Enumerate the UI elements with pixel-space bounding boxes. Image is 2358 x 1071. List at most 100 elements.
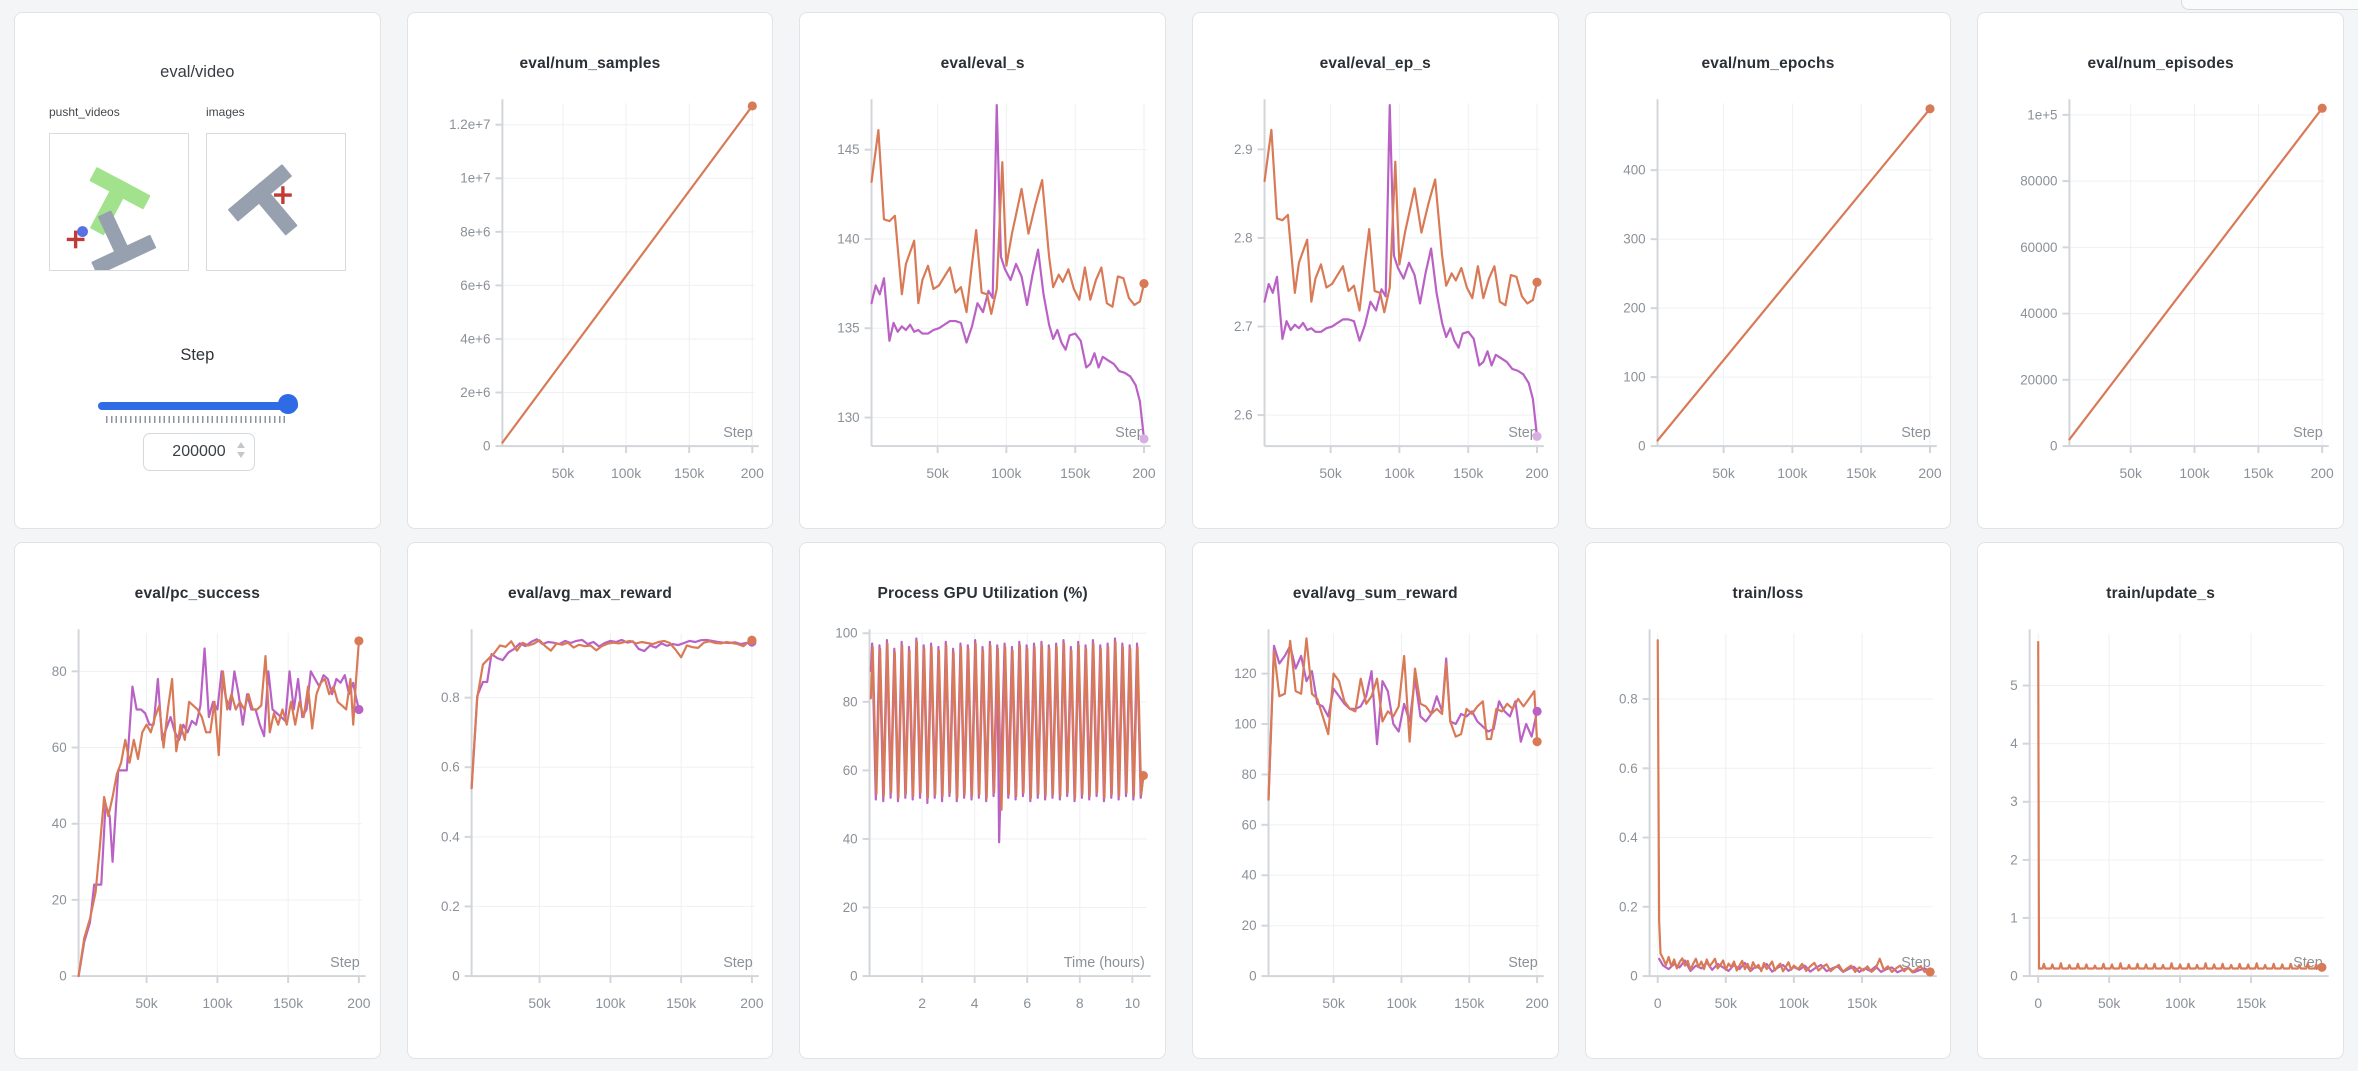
chart-panel-eval-pc-success: eval/pc_success 0 20 40 60 80 50k 100k 150k 200 S… <box>14 542 381 1059</box>
svg-text:80: 80 <box>52 664 67 679</box>
spinner-up-icon[interactable] <box>237 442 245 448</box>
chart-panel-eval-avg-sum-reward: eval/avg_sum_reward 0 20 40 60 80 100 120 50k 10… <box>1191 542 1559 1059</box>
chart-plot[interactable]: 0 1 2 3 4 5 0 50k 100k 150k Step <box>1978 603 2343 1058</box>
images-thumbnail[interactable] <box>206 133 346 271</box>
svg-text:100k: 100k <box>595 995 625 1011</box>
svg-text:50k: 50k <box>135 995 157 1011</box>
svg-text:100k: 100k <box>1384 465 1414 481</box>
spinner-down-icon[interactable] <box>237 452 245 458</box>
chart-title: eval/avg_max_reward <box>507 585 673 602</box>
svg-text:6e+6: 6e+6 <box>460 278 490 293</box>
svg-text:200: 200 <box>740 995 763 1011</box>
svg-text:60: 60 <box>1242 817 1257 832</box>
chart-title: train/loss <box>1732 585 1804 602</box>
chart-plot[interactable]: 0 20 40 60 80 50k 100k 150k 200 Step <box>15 603 380 1058</box>
chart-panel-eval-num-samples: eval/num_samples 0 2e+6 4e+6 6e+6 8e+6 1e+7 1.… <box>406 12 774 529</box>
chart-plot[interactable]: 2.6 2.7 2.8 2.9 50k 100k 150k 200 Step <box>1193 73 1558 528</box>
svg-text:0: 0 <box>483 439 490 454</box>
chart-plot[interactable]: 0 20000 40000 60000 80000 1e+5 50k 100k 150k 200 S… <box>1978 73 2343 528</box>
svg-text:20: 20 <box>843 900 858 915</box>
svg-text:200: 200 <box>1133 465 1156 481</box>
step-slider-handle[interactable] <box>278 394 298 414</box>
svg-text:2.6: 2.6 <box>1234 408 1253 423</box>
gray-t-block <box>228 164 298 236</box>
cropped-panel-edge <box>2181 0 2358 10</box>
svg-text:6: 6 <box>1024 995 1032 1011</box>
svg-text:0.6: 0.6 <box>441 760 460 775</box>
svg-text:2: 2 <box>2011 852 2018 867</box>
svg-text:150k: 150k <box>2244 465 2274 481</box>
svg-text:1e+7: 1e+7 <box>460 171 490 186</box>
chart-title: train/update_s <box>2106 585 2216 602</box>
svg-text:0: 0 <box>2035 995 2043 1011</box>
pusht-scene-video <box>66 167 157 276</box>
step-input-spinner[interactable] <box>237 442 245 458</box>
pusht-video-thumbnail[interactable] <box>49 133 189 276</box>
step-value-input[interactable]: 200000 <box>143 433 255 471</box>
pusht-scene-image <box>228 164 298 236</box>
svg-text:3: 3 <box>2011 794 2018 809</box>
chart-panel-eval-num-episodes: eval/num_episodes 0 20000 40000 60000 80000 1… <box>1977 12 2344 529</box>
svg-text:100k: 100k <box>611 465 641 481</box>
svg-text:4: 4 <box>971 995 979 1011</box>
svg-text:150k: 150k <box>666 995 696 1011</box>
svg-text:200: 200 <box>1623 301 1645 316</box>
chart-panel-eval-num-epochs: eval/num_epochs 0 100 200 300 400 50k 100k 150k… <box>1584 12 1952 529</box>
svg-text:100k: 100k <box>1777 465 1807 481</box>
chart-panel-eval-avg-max-reward: eval/avg_max_reward 0 0.2 0.4 0.6 0.8 50k 100k… <box>406 542 774 1059</box>
svg-text:0: 0 <box>1249 969 1256 984</box>
svg-text:0.8: 0.8 <box>1619 692 1638 707</box>
target-cross <box>274 186 292 204</box>
chart-title: eval/num_epochs <box>1701 55 1835 72</box>
step-slider-track[interactable] <box>98 402 298 410</box>
chart-panel-train-loss: train/loss 0 0.2 0.4 0.6 0.8 0 50k 100k 150k Step <box>1584 542 1952 1059</box>
svg-text:50k: 50k <box>1714 995 1736 1011</box>
svg-text:200: 200 <box>1525 995 1548 1011</box>
svg-text:150k: 150k <box>1060 465 1090 481</box>
svg-text:2.7: 2.7 <box>1234 319 1253 334</box>
svg-text:100k: 100k <box>2180 465 2210 481</box>
svg-text:60: 60 <box>843 763 858 778</box>
chart-panel-eval-eval-s: eval/eval_s 130 135 140 145 50k 100k 150k 200 St… <box>799 12 1166 529</box>
svg-text:60: 60 <box>52 740 67 755</box>
gray-t-block <box>91 210 157 276</box>
chart-plot[interactable]: 130 135 140 145 50k 100k 150k 200 Step <box>800 73 1165 528</box>
svg-text:Step: Step <box>1508 955 1538 971</box>
svg-text:Step: Step <box>1508 425 1538 441</box>
svg-text:0: 0 <box>850 969 857 984</box>
step-slider-label: Step <box>180 346 215 364</box>
chart-plot[interactable]: 0 20 40 60 80 100 120 50k 100k 150k 200 Step <box>1193 603 1558 1058</box>
svg-text:200: 200 <box>347 995 370 1011</box>
svg-text:0.8: 0.8 <box>441 690 460 705</box>
step-slider-ruler-ticks <box>106 416 288 423</box>
svg-text:150k: 150k <box>1846 465 1876 481</box>
chart-plot[interactable]: 0 0.2 0.4 0.6 0.8 0 50k 100k 150k Step <box>1586 603 1951 1058</box>
eval-video-panel: eval/video pusht_videos images <box>14 12 381 529</box>
chart-plot[interactable]: 0 100 200 300 400 50k 100k 150k 200 Step <box>1586 73 1951 528</box>
svg-text:0.4: 0.4 <box>441 829 460 844</box>
svg-text:0: 0 <box>2050 439 2057 454</box>
chart-title: eval/pc_success <box>134 585 261 602</box>
svg-text:2: 2 <box>919 995 927 1011</box>
chart-plot[interactable]: 0 0.2 0.4 0.6 0.8 50k 100k 150k 200 Step <box>408 603 773 1058</box>
svg-text:150k: 150k <box>1847 995 1877 1011</box>
svg-text:50k: 50k <box>1319 465 1341 481</box>
svg-text:4: 4 <box>2011 736 2019 751</box>
svg-text:0: 0 <box>1654 995 1662 1011</box>
svg-text:145: 145 <box>838 142 860 157</box>
svg-text:8: 8 <box>1076 995 1084 1011</box>
chart-plot[interactable]: 0 2e+6 4e+6 6e+6 8e+6 1e+7 1.2e+7 50k 100k 150k 20… <box>408 73 773 528</box>
svg-text:50k: 50k <box>2098 995 2120 1011</box>
chart-plot[interactable]: 0 20 40 60 80 100 2 4 6 8 10 Time (hours) <box>800 603 1165 1058</box>
svg-text:0: 0 <box>1638 439 1645 454</box>
media-label-images: images <box>206 105 245 119</box>
svg-text:50k: 50k <box>927 465 949 481</box>
svg-text:4e+6: 4e+6 <box>460 331 490 346</box>
svg-text:20000: 20000 <box>2021 372 2058 387</box>
svg-text:150k: 150k <box>1453 465 1483 481</box>
svg-text:Step: Step <box>1901 425 1931 441</box>
chart-title: eval/eval_ep_s <box>1319 55 1432 72</box>
svg-text:130: 130 <box>838 410 860 425</box>
svg-text:0: 0 <box>1630 969 1637 984</box>
